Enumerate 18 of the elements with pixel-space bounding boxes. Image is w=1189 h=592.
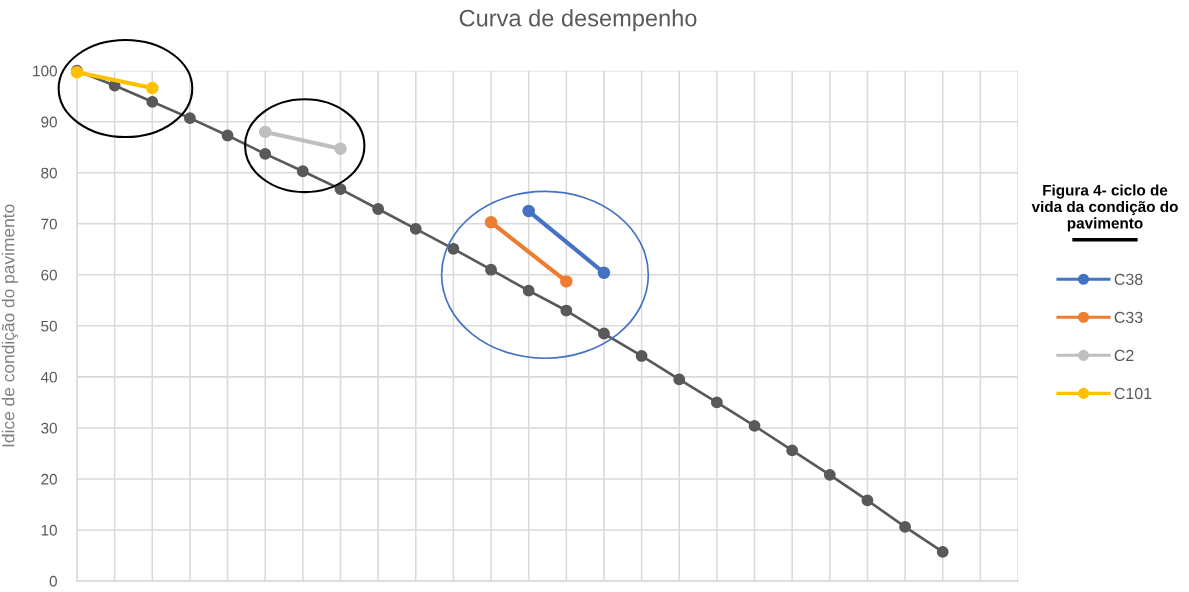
y-tick-label: 90 xyxy=(41,116,57,128)
y-tick-label: 10 xyxy=(41,524,57,536)
y-tick-label: 50 xyxy=(41,320,57,332)
y-tick-label: 70 xyxy=(41,218,57,230)
y-tick-label: 40 xyxy=(40,371,57,383)
legend-label: C101 xyxy=(1114,387,1152,400)
legend-label: C33 xyxy=(1114,311,1143,324)
y-tick-label: 20 xyxy=(41,473,57,485)
legend-label: C38 xyxy=(1114,273,1143,285)
legend-label: C2 xyxy=(1114,349,1134,362)
y-tick-label: 0 xyxy=(49,575,57,587)
y-tick-label: 30 xyxy=(41,422,57,434)
y-tick-label: 100 xyxy=(33,65,57,77)
chart-title: Curva de desempenho xyxy=(459,9,697,32)
legend-title: Figura 4- ciclo de vida da condição do pavimento xyxy=(1031,184,1178,232)
y-axis-title: Idice de condição do pavimento xyxy=(1,204,18,447)
y-tick-label: 60 xyxy=(41,269,57,281)
y-tick-label: 80 xyxy=(41,167,57,179)
